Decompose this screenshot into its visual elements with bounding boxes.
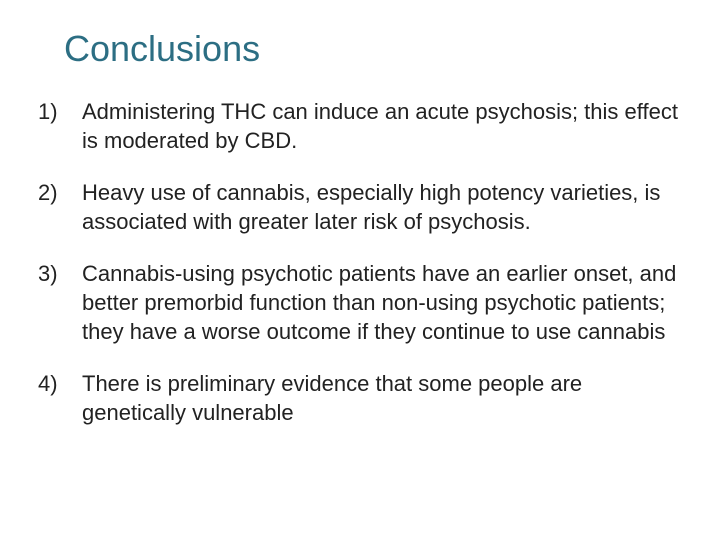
list-text: There is preliminary evidence that some … xyxy=(82,370,682,427)
list-text: Cannabis-using psychotic patients have a… xyxy=(82,260,682,346)
list-item: 3) Cannabis-using psychotic patients hav… xyxy=(38,260,682,346)
list-item: 1) Administering THC can induce an acute… xyxy=(38,98,682,155)
slide: Conclusions 1) Administering THC can ind… xyxy=(0,0,720,540)
slide-title: Conclusions xyxy=(64,28,682,70)
list-marker: 1) xyxy=(38,98,82,155)
list-item: 2) Heavy use of cannabis, especially hig… xyxy=(38,179,682,236)
list-marker: 4) xyxy=(38,370,82,427)
list-marker: 2) xyxy=(38,179,82,236)
list-text: Heavy use of cannabis, especially high p… xyxy=(82,179,682,236)
list-text: Administering THC can induce an acute ps… xyxy=(82,98,682,155)
list-marker: 3) xyxy=(38,260,82,346)
list-item: 4) There is preliminary evidence that so… xyxy=(38,370,682,427)
conclusions-list: 1) Administering THC can induce an acute… xyxy=(38,98,682,427)
